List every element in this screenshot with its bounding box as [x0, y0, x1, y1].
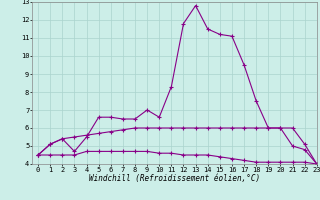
X-axis label: Windchill (Refroidissement éolien,°C): Windchill (Refroidissement éolien,°C) [89, 174, 260, 183]
